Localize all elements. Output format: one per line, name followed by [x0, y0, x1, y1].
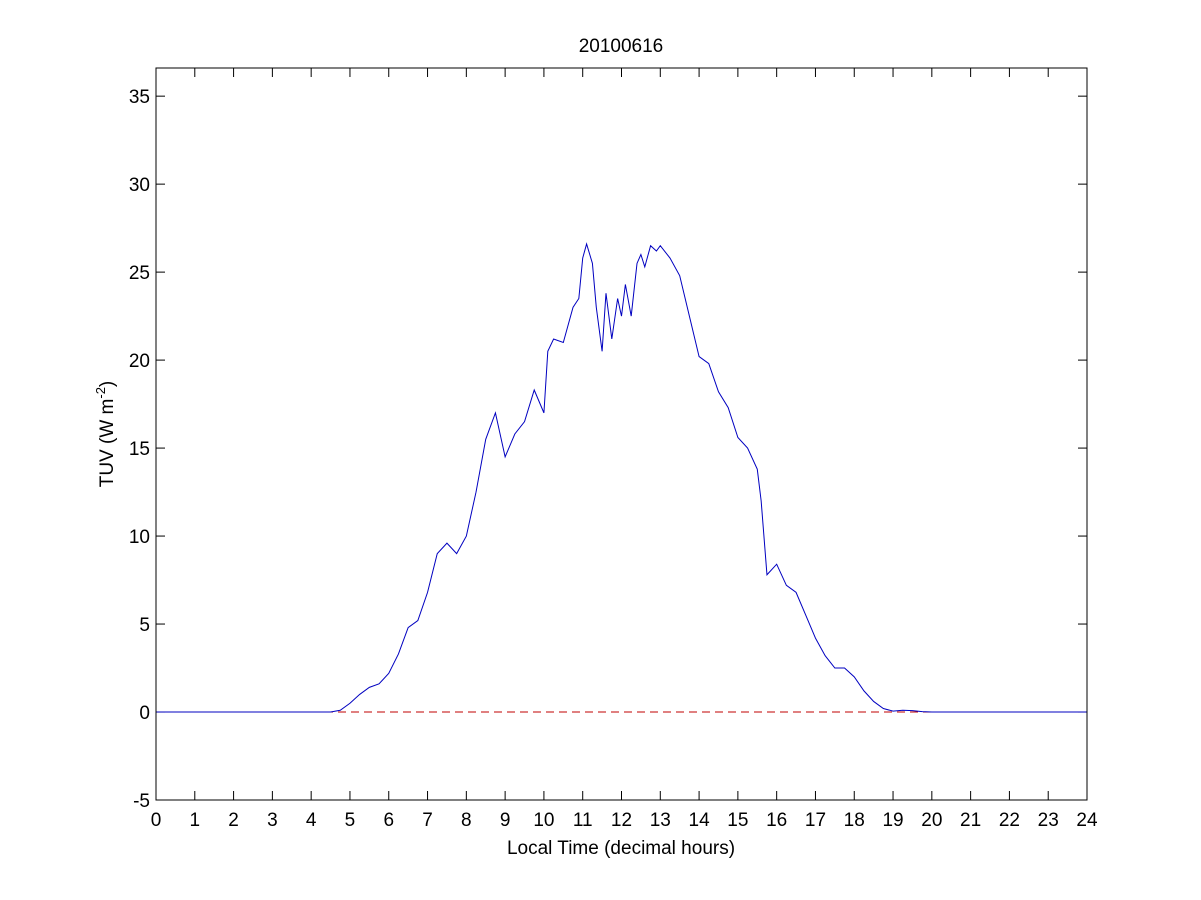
y-label-end: )	[97, 381, 118, 387]
x-tick-label: 12	[611, 810, 632, 831]
y-axis-label: TUV (W m-2)	[93, 381, 118, 488]
x-tick-label: 11	[573, 810, 593, 831]
y-tick-label: 20	[129, 351, 150, 372]
x-tick-label: 17	[805, 810, 826, 831]
x-tick-label: 0	[151, 810, 162, 831]
x-tick-label: 7	[422, 810, 433, 831]
y-tick-label: 10	[129, 527, 150, 548]
y-tick-label: -5	[133, 791, 150, 812]
y-tick-label: 30	[129, 175, 150, 196]
x-tick-label: 24	[1076, 810, 1098, 831]
x-tick-label: 6	[383, 810, 394, 831]
x-tick-label: 22	[999, 810, 1020, 831]
x-tick-label: 10	[533, 810, 554, 831]
x-tick-label: 16	[766, 810, 787, 831]
x-tick-label: 2	[228, 810, 239, 831]
x-tick-label: 23	[1038, 810, 1059, 831]
y-tick-label: 15	[129, 439, 150, 460]
x-tick-label: 8	[461, 810, 472, 831]
x-tick-label: 15	[727, 810, 748, 831]
x-tick-label: 14	[689, 810, 711, 831]
y-tick-label: 0	[139, 703, 150, 724]
y-tick-label: 5	[139, 615, 150, 636]
data-line	[156, 242, 1087, 713]
axes-box	[155, 67, 1088, 801]
x-tick-label: 9	[500, 810, 511, 831]
x-tick-label: 21	[960, 810, 981, 831]
x-tick-label: 4	[306, 810, 317, 831]
y-label-main: TUV (W m	[97, 399, 118, 488]
x-tick-label: 18	[844, 810, 865, 831]
x-tick-label: 19	[882, 810, 903, 831]
x-tick-label: 1	[190, 810, 201, 831]
x-tick-label: 3	[267, 810, 278, 831]
x-axis-label: Local Time (decimal hours)	[507, 838, 735, 859]
plot-area	[156, 68, 1087, 800]
y-tick-label: 35	[129, 87, 150, 108]
x-tick-label: 5	[345, 810, 356, 831]
x-tick-label: 20	[921, 810, 942, 831]
y-label-sup: -2	[93, 387, 108, 399]
x-tick-label: 13	[650, 810, 671, 831]
chart-title: 20100616	[579, 36, 664, 57]
y-tick-label: 25	[129, 263, 150, 284]
